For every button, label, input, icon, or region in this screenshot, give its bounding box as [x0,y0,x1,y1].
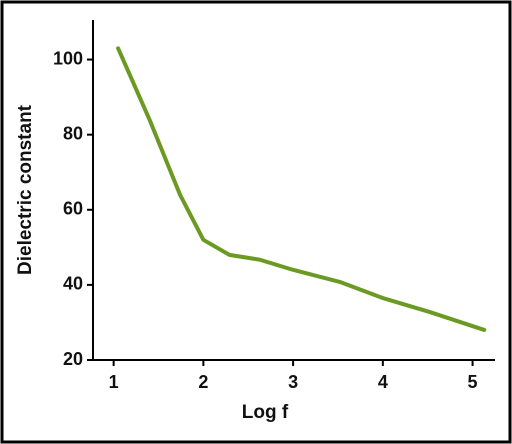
x-tick-label: 4 [378,372,388,392]
y-tick-label: 100 [53,48,83,68]
y-tick-label: 20 [63,349,83,369]
y-tick-label: 60 [63,199,83,219]
y-axis-label: Dielectric constant [15,104,36,275]
x-tick-label: 1 [109,372,119,392]
y-tick-label: 40 [63,274,83,294]
y-tick-label: 80 [63,123,83,143]
x-axis-label: Log f [242,402,289,423]
x-tick-label: 3 [288,372,298,392]
x-tick-label: 2 [198,372,208,392]
x-tick-label: 5 [468,372,478,392]
line-series [116,46,487,332]
